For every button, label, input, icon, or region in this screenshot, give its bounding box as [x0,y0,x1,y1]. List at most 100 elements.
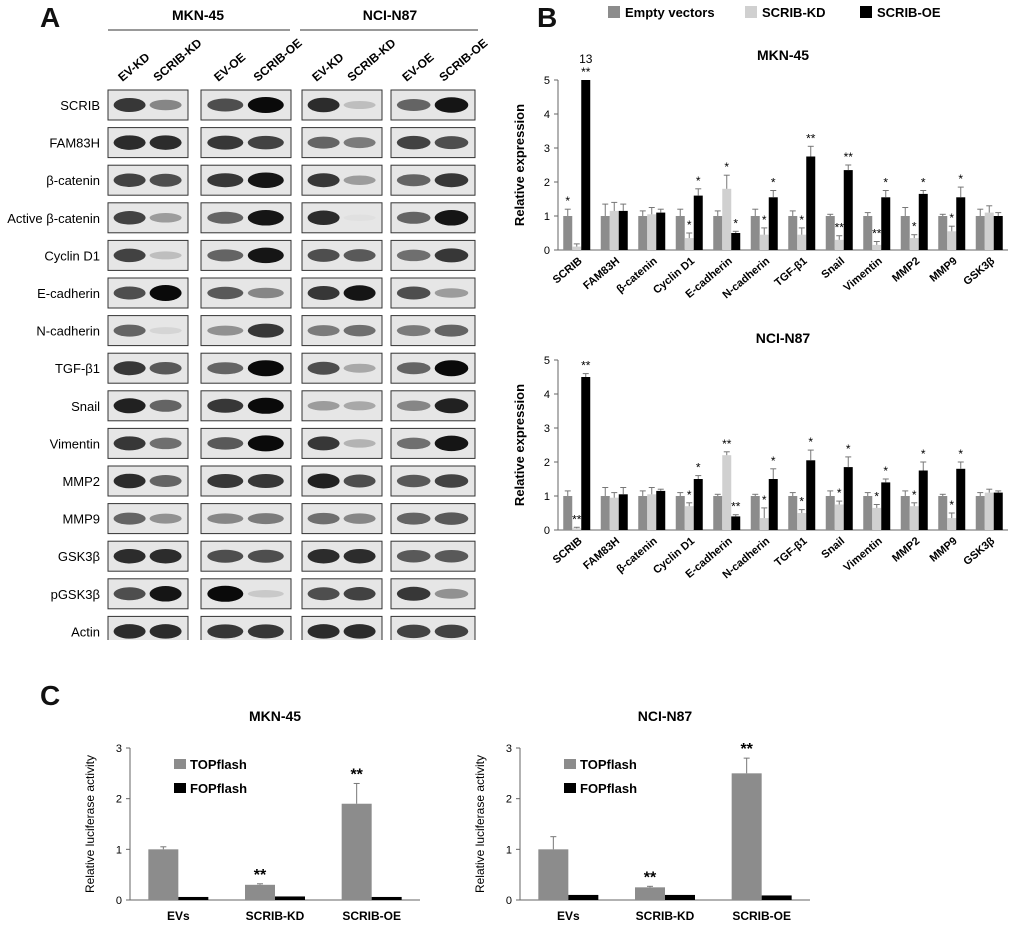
legend-label: FOPflash [190,781,247,796]
y-tick-label: 1 [506,844,512,856]
bar [797,513,807,530]
protein-label: MMP9 [62,512,100,527]
y-tick-label: 0 [506,895,512,907]
bar [984,492,994,530]
significance-label: * [724,160,729,174]
bar [938,216,948,250]
protein-label: Actin [71,624,100,639]
protein-band [247,435,284,452]
y-tick-label: 5 [544,75,550,87]
protein-band [434,210,469,226]
protein-band [113,624,146,639]
significance-label: ** [844,150,854,164]
protein-label: Snail [71,399,100,414]
protein-band [343,285,376,301]
protein-band [207,549,244,563]
protein-band [247,97,284,113]
bar [750,216,760,250]
protein-label: MMP2 [62,474,100,489]
significance-label: * [912,488,917,502]
protein-band [113,398,146,414]
protein-band [307,624,340,639]
protein-band [343,249,376,262]
luciferase-chart-ncin87: NCI-N87 0 1 2 3 Relative luciferase activity E… [473,708,810,923]
significance-label: ** [872,227,882,241]
protein-band [113,211,146,225]
x-tick-label: GSK3β [961,255,997,288]
protein-band [207,398,244,413]
significance-label: * [771,454,776,468]
protein-band [113,436,146,451]
bar [938,496,948,530]
y-tick-label: 1 [544,211,550,223]
bar [722,455,732,530]
bar [975,496,985,530]
bar [563,496,573,530]
bar [731,233,741,250]
bar [618,210,628,250]
bar [900,496,910,530]
protein-band [434,588,469,599]
protein-band [113,473,146,489]
protein-band [396,135,431,150]
protein-label: N-cadherin [36,324,100,339]
protein-label: E-cadherin [37,286,100,301]
bar [647,494,657,530]
protein-band [396,512,431,525]
significance-label: * [921,447,926,461]
protein-band [434,288,469,298]
bar [600,216,610,250]
significance-label: ** [581,65,591,79]
significance-label: * [808,435,813,449]
protein-band [343,439,376,448]
bar [947,518,957,530]
bar [909,238,919,250]
protein-band [307,136,340,149]
protein-band [434,435,469,452]
legend-swatch [174,783,186,793]
bar [825,496,835,530]
protein-band [434,474,469,488]
protein-band [207,362,244,375]
protein-band [247,397,284,414]
protein-band [307,210,340,226]
legend-swatch [860,6,872,18]
protein-band [247,287,284,299]
bar [341,803,372,900]
lane-label: SCRIB-KD [345,36,399,85]
significance-label: * [958,447,963,461]
bar [693,479,703,530]
significance-label: * [949,211,954,225]
protein-band [149,548,182,564]
protein-band [396,99,431,111]
x-tick-label: Snail [819,255,847,281]
protein-band [343,324,376,337]
significance-label: ** [806,131,816,145]
bar [993,492,1003,530]
chart-title: NCI-N87 [638,708,693,724]
protein-band [113,587,146,601]
bar [568,894,599,900]
significance-label: * [883,464,888,478]
protein-band [396,249,431,262]
bar [797,234,807,250]
protein-band [343,513,376,524]
bar [693,195,703,250]
protein-band [343,214,376,222]
significance-label: * [565,194,570,208]
bar [975,216,985,250]
protein-band [149,586,182,602]
protein-band [396,624,431,639]
lane-label: SCRIB-KD [151,36,205,85]
protein-band [113,135,146,150]
y-tick-label: 3 [544,143,550,155]
significance-label: ** [350,766,363,783]
significance-label: * [949,498,954,512]
y-tick-label: 0 [116,895,122,907]
bar [863,496,873,530]
bar [572,246,582,250]
protein-label: SCRIB [60,98,100,113]
protein-band [307,248,340,262]
protein-band [396,437,431,450]
